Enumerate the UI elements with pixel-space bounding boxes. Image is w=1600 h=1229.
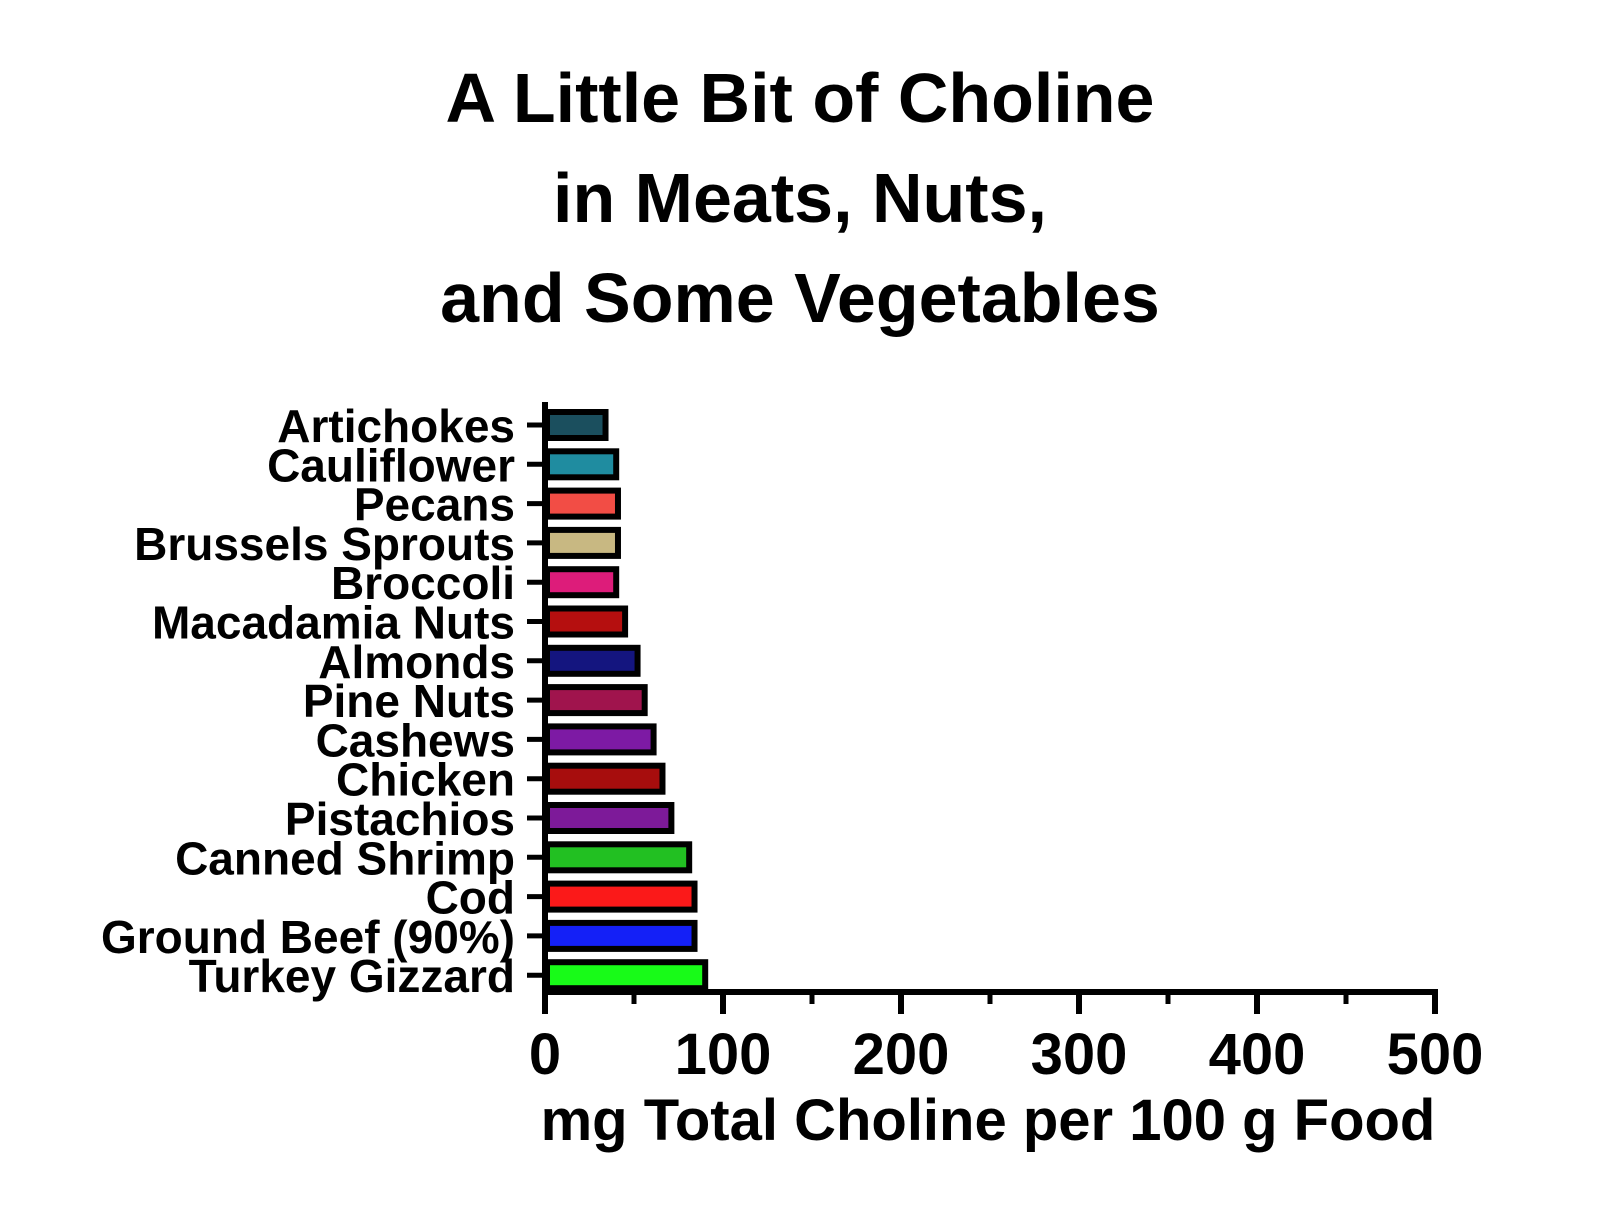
category-label: Cashews [316, 714, 515, 766]
title-line-2: in Meats, Nuts, [553, 159, 1047, 237]
bar-broccoli [544, 566, 620, 599]
bar-brussels-sprouts [544, 526, 621, 559]
bar-ground-beef-90 [544, 919, 698, 952]
category-label: Brussels Sprouts [134, 518, 515, 570]
bar-canned-shrimp [544, 841, 693, 874]
title-line-3: and Some Vegetables [440, 259, 1160, 337]
category-label: Canned Shrimp [175, 832, 515, 884]
bar-almonds [544, 644, 641, 677]
x-tick-label: 200 [853, 1022, 950, 1087]
bar-cod [544, 880, 698, 913]
title-line-1: A Little Bit of Choline [446, 59, 1155, 137]
x-tick-label: 300 [1031, 1022, 1128, 1087]
category-label: Cod [426, 872, 515, 924]
bar-pecans [544, 487, 621, 520]
bar-macadamia-nuts [544, 605, 629, 638]
category-label: Artichokes [277, 400, 515, 452]
bar-pine-nuts [544, 684, 648, 717]
category-label: Macadamia Nuts [152, 597, 515, 649]
category-label: Pistachios [285, 793, 515, 845]
x-tick-label: 400 [1209, 1022, 1306, 1087]
x-tick-labels: 0 100 200 300 400 500 [529, 1022, 1484, 1087]
axes-group [527, 402, 1438, 1014]
category-label: Broccoli [331, 557, 515, 609]
x-tick-label: 0 [529, 1022, 561, 1087]
category-label: Almonds [318, 636, 515, 688]
bar-turkey-gizzard [544, 959, 709, 992]
bar-cauliflower [544, 448, 620, 481]
bar-pistachios [544, 802, 675, 834]
x-tick-label: 100 [675, 1022, 772, 1087]
bars-group [544, 409, 709, 992]
bar-chicken [544, 762, 666, 795]
category-label: Cauliflower [267, 439, 515, 491]
bar-cashews [544, 723, 657, 756]
category-label: Pine Nuts [303, 675, 515, 727]
category-label: Ground Beef (90%) [101, 911, 515, 963]
category-label: Chicken [336, 754, 515, 806]
category-label: Turkey Gizzard [189, 950, 515, 1002]
x-tick-label: 500 [1387, 1022, 1484, 1087]
chart-title: A Little Bit of Choline in Meats, Nuts, … [440, 59, 1160, 337]
x-axis-title: mg Total Choline per 100 g Food [541, 1088, 1436, 1153]
bar-artichokes [544, 409, 609, 441]
category-label: Pecans [354, 479, 515, 531]
